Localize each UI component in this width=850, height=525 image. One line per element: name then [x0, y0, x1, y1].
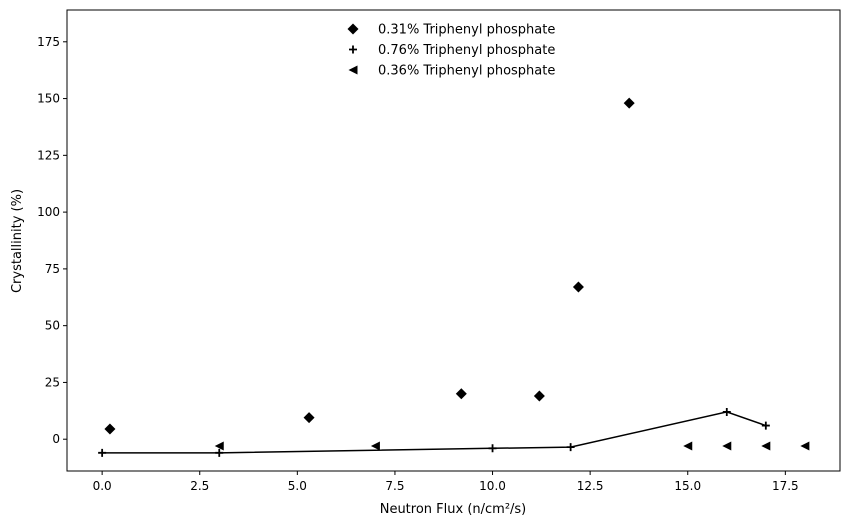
data-point [303, 412, 315, 424]
data-point [533, 390, 545, 402]
data-point [722, 441, 732, 451]
data-point [683, 441, 693, 451]
series-2 [98, 407, 770, 457]
y-tick-label: 25 [45, 375, 60, 389]
x-axis-ticks: 0.0 2.5 5.0 7.5 10.0 12.5 15.0 17.5 [93, 471, 799, 493]
x-tick-label: 2.5 [190, 479, 209, 493]
data-point [98, 448, 107, 457]
x-axis-label: Neutron Flux (n/cm²/s) [380, 502, 527, 517]
x-tick-label: 10.0 [479, 479, 506, 493]
data-point [572, 281, 584, 293]
data-point [761, 421, 770, 430]
data-point [214, 441, 224, 451]
data-point [370, 441, 380, 451]
series-3 [214, 441, 810, 451]
legend: 0.31% Triphenyl phosphate 0.76% Triphenyl… [347, 23, 555, 79]
y-tick-label: 125 [37, 148, 60, 162]
x-tick-label: 7.5 [385, 479, 404, 493]
data-point [104, 423, 116, 435]
data-point [488, 444, 497, 453]
y-tick-label: 50 [45, 319, 60, 333]
plot-frame [66, 9, 841, 472]
series-layer [98, 97, 810, 457]
y-tick-label: 100 [37, 205, 60, 219]
x-tick-label: 0.0 [93, 479, 112, 493]
x-tick-label: 17.5 [772, 479, 799, 493]
x-tick-label: 12.5 [577, 479, 604, 493]
series-line [102, 411, 767, 454]
x-tick-label: 15.0 [674, 479, 701, 493]
y-axis-label: Crystallinity (%) [10, 189, 25, 293]
data-point [722, 407, 731, 416]
legend-marker [349, 45, 357, 54]
data-point [566, 443, 575, 452]
y-tick-label: 75 [45, 262, 60, 276]
x-tick-label: 5.0 [288, 479, 307, 493]
data-point [800, 441, 810, 451]
data-point [761, 441, 771, 451]
legend-marker [347, 23, 359, 35]
y-tick-label: 150 [37, 92, 60, 106]
legend-label: 0.76% Triphenyl phosphate [378, 43, 555, 58]
y-tick-label: 0 [52, 432, 60, 446]
legend-label: 0.36% Triphenyl phosphate [378, 64, 555, 79]
series-1 [104, 97, 635, 435]
data-point [455, 388, 467, 400]
legend-marker [348, 65, 358, 75]
legend-label: 0.31% Triphenyl phosphate [378, 23, 555, 38]
y-axis-ticks: 0 25 50 75 100 125 150 175 [37, 35, 67, 446]
data-point [623, 97, 635, 109]
y-tick-label: 175 [37, 35, 60, 49]
data-point [215, 448, 224, 457]
